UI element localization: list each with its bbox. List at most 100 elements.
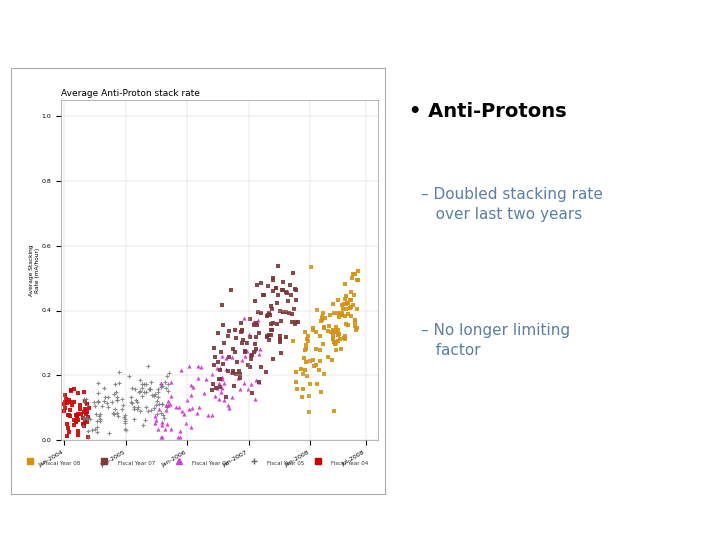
Point xyxy=(142,407,153,415)
Point xyxy=(144,384,156,393)
Point xyxy=(217,360,229,368)
Point xyxy=(310,345,322,354)
Point xyxy=(264,311,275,320)
Point xyxy=(264,331,275,340)
Point xyxy=(274,307,286,315)
Point xyxy=(149,411,161,420)
Point xyxy=(234,369,246,378)
Point xyxy=(78,422,89,430)
Point xyxy=(119,425,130,434)
Point xyxy=(140,403,151,412)
Point xyxy=(239,347,251,355)
Point xyxy=(263,336,274,345)
Point xyxy=(303,392,315,401)
Point xyxy=(286,310,297,319)
Point xyxy=(266,326,277,334)
Point xyxy=(289,378,301,387)
Point xyxy=(329,340,341,348)
Point xyxy=(155,380,166,388)
Point xyxy=(120,414,131,423)
Point xyxy=(125,393,137,401)
Point xyxy=(327,334,338,343)
Point xyxy=(339,332,351,341)
Point xyxy=(352,276,364,285)
Point xyxy=(163,380,174,388)
Point xyxy=(249,395,261,403)
Point xyxy=(107,409,119,417)
Point xyxy=(174,433,186,441)
Point xyxy=(348,269,360,278)
Point xyxy=(129,384,140,393)
Point xyxy=(245,333,256,342)
Point xyxy=(91,423,103,431)
Point xyxy=(350,326,361,334)
Point xyxy=(99,383,110,392)
Point xyxy=(156,383,167,391)
Point xyxy=(92,398,104,407)
Point xyxy=(314,357,325,366)
Point xyxy=(339,311,351,320)
Point xyxy=(282,289,293,298)
Point xyxy=(117,405,128,414)
Point xyxy=(247,318,258,326)
Point xyxy=(253,316,264,325)
Point xyxy=(192,409,203,417)
Point xyxy=(68,421,79,429)
Point xyxy=(102,393,114,401)
Point xyxy=(162,387,174,395)
Point xyxy=(342,309,354,318)
Point xyxy=(172,433,184,441)
Point xyxy=(280,333,292,341)
Point xyxy=(78,415,89,423)
Point xyxy=(123,372,135,380)
Point xyxy=(245,363,256,372)
Point xyxy=(77,413,89,422)
Point xyxy=(228,367,239,375)
Point xyxy=(258,291,270,300)
Point xyxy=(291,286,302,294)
Point xyxy=(274,332,286,340)
Point xyxy=(212,358,224,367)
Point xyxy=(61,399,73,408)
Point xyxy=(236,326,248,335)
Point xyxy=(272,261,284,270)
Point xyxy=(73,409,84,418)
Point xyxy=(318,323,330,332)
Point xyxy=(311,306,323,314)
Point xyxy=(227,368,238,377)
Point xyxy=(61,420,73,428)
Point xyxy=(274,334,285,343)
Point xyxy=(59,406,71,415)
Point xyxy=(237,335,248,344)
Point xyxy=(138,388,150,396)
Point xyxy=(334,309,346,318)
Point xyxy=(145,406,157,414)
Point xyxy=(59,397,71,406)
Point xyxy=(70,411,81,420)
Point xyxy=(72,427,84,435)
Point xyxy=(111,396,122,404)
Point xyxy=(345,303,356,312)
Point xyxy=(239,352,251,361)
Point xyxy=(149,418,161,427)
Point xyxy=(65,387,76,395)
Point xyxy=(202,410,214,419)
Point xyxy=(79,397,91,406)
Point xyxy=(264,309,275,318)
Point xyxy=(235,319,247,328)
Point xyxy=(166,377,177,386)
Point xyxy=(216,301,228,309)
Point xyxy=(290,295,302,304)
Point xyxy=(242,385,253,394)
Point xyxy=(328,327,339,336)
Point xyxy=(142,361,153,370)
Point xyxy=(345,287,356,296)
Point xyxy=(82,412,94,421)
Point xyxy=(332,308,343,317)
Point xyxy=(314,366,325,375)
Point xyxy=(302,334,313,343)
Point xyxy=(275,349,287,357)
Point xyxy=(158,414,170,422)
Point xyxy=(277,278,289,286)
Point xyxy=(248,321,260,330)
